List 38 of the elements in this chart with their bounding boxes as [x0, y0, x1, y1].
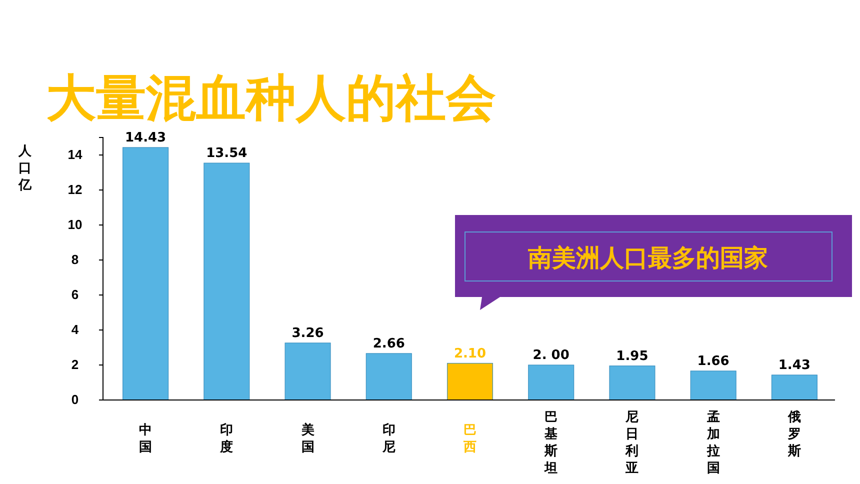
y-tick-label: 14 — [68, 147, 83, 162]
y-tick-label: 10 — [68, 217, 82, 232]
bar — [690, 370, 736, 400]
data-label: 2.10 — [454, 346, 486, 362]
y-tick-label: 4 — [71, 322, 80, 338]
bar — [204, 162, 250, 400]
bar — [446, 362, 494, 400]
data-label: 1.95 — [616, 348, 648, 364]
x-tick-label: 美国 — [300, 422, 314, 455]
x-tick-label: 印尼 — [381, 422, 396, 455]
y-tick-label: 12 — [68, 182, 82, 198]
x-tick-label: 巴西 — [462, 423, 476, 455]
y-tick-label: 6 — [71, 287, 79, 302]
bar — [528, 364, 574, 400]
bar — [122, 147, 169, 400]
bar — [284, 342, 331, 400]
annotation: 南美洲人口最多的国家 — [527, 244, 768, 272]
y-tick-label: 8 — [71, 252, 79, 268]
data-label: 1.66 — [697, 354, 730, 369]
data-label: 14.43 — [124, 130, 166, 146]
x-tick-label: 印度 — [219, 422, 234, 455]
bar — [366, 353, 412, 400]
data-label: 1.43 — [778, 358, 810, 373]
chart-title: 大量混血种人的社会 — [46, 69, 496, 127]
x-tick-label: 孟加拉国 — [706, 410, 720, 476]
x-tick-label: 俄罗斯 — [786, 410, 801, 459]
bar — [771, 374, 818, 400]
y-tick-label: 0 — [71, 392, 79, 408]
x-tick-label: 巴基斯坦 — [544, 410, 558, 476]
x-tick-label: 中国 — [139, 423, 152, 455]
data-label: 2. 00 — [532, 348, 570, 363]
x-tick-label: 尼日利亚 — [624, 410, 639, 476]
y-axis-title: 人口亿 — [18, 144, 32, 193]
data-label: 13.54 — [206, 146, 248, 162]
data-label: 2.66 — [372, 336, 405, 352]
bar — [609, 366, 656, 400]
y-tick-label: 2 — [71, 357, 79, 372]
data-label: 3.26 — [292, 326, 324, 341]
